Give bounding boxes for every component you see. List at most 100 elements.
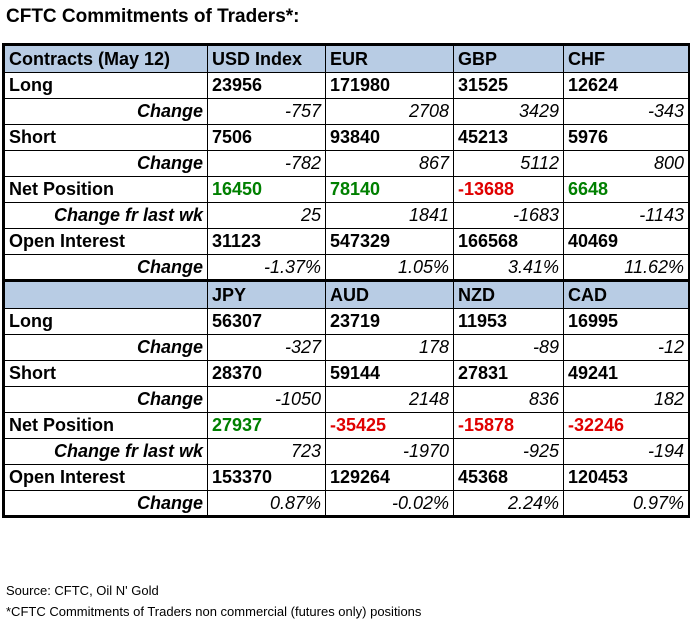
value-cell: 11.62% [563, 254, 690, 281]
net-change-row: Change fr last wk 723 -1970 -925 -194 [2, 438, 690, 465]
value-cell: -925 [453, 438, 564, 465]
value-cell: 6648 [563, 176, 690, 203]
short-change-row: Change -782 867 5112 800 [2, 150, 690, 177]
value-cell: 3.41% [453, 254, 564, 281]
page-title: CFTC Commitments of Traders*: [6, 6, 300, 27]
value-cell: 78140 [325, 176, 454, 203]
value-cell: 5976 [563, 124, 690, 151]
row-label: Change fr last wk [2, 438, 208, 465]
row-label: Change [2, 334, 208, 361]
row-label: Net Position [2, 176, 208, 203]
value-cell: 800 [563, 150, 690, 177]
value-cell: -1143 [563, 202, 690, 229]
row-label: Change [2, 254, 208, 281]
value-cell: -1683 [453, 202, 564, 229]
row-label: Change [2, 490, 208, 518]
header-cell: AUD [325, 279, 454, 309]
value-cell: -327 [207, 334, 326, 361]
value-cell: 171980 [325, 72, 454, 99]
row-label: Net Position [2, 412, 208, 439]
value-cell: -757 [207, 98, 326, 125]
value-cell: 56307 [207, 308, 326, 335]
value-cell: 49241 [563, 360, 690, 387]
header-cell: EUR [325, 43, 454, 73]
value-cell: 12624 [563, 72, 690, 99]
value-cell: 31123 [207, 228, 326, 255]
value-cell: 867 [325, 150, 454, 177]
value-cell: 27831 [453, 360, 564, 387]
value-cell: 723 [207, 438, 326, 465]
value-cell: 11953 [453, 308, 564, 335]
long-change-row: Change -327 178 -89 -12 [2, 334, 690, 361]
value-cell: 25 [207, 202, 326, 229]
table1-header-row: Contracts (May 12) USD Index EUR GBP CHF [2, 43, 690, 73]
value-cell: -1050 [207, 386, 326, 413]
value-cell: -35425 [325, 412, 454, 439]
value-cell: 59144 [325, 360, 454, 387]
value-cell: 153370 [207, 464, 326, 491]
cot-table: Contracts (May 12) USD Index EUR GBP CHF Long… [2, 43, 690, 518]
value-cell: 182 [563, 386, 690, 413]
table2-header-row: JPY AUD NZD CAD [2, 279, 690, 309]
value-cell: 547329 [325, 228, 454, 255]
value-cell: 16995 [563, 308, 690, 335]
long-row: Long 23956 171980 31525 12624 [2, 72, 690, 99]
header-cell: JPY [207, 279, 326, 309]
source-note: Source: CFTC, Oil N' Gold [6, 583, 159, 598]
header-cell: USD Index [207, 43, 326, 73]
value-cell: 120453 [563, 464, 690, 491]
header-cell [2, 279, 208, 309]
long-row: Long 56307 23719 11953 16995 [2, 308, 690, 335]
header-cell: CAD [563, 279, 690, 309]
row-label: Change [2, 150, 208, 177]
value-cell: -1970 [325, 438, 454, 465]
row-label: Open Interest [2, 228, 208, 255]
value-cell: 23956 [207, 72, 326, 99]
header-cell: Contracts (May 12) [2, 43, 208, 73]
long-change-row: Change -757 2708 3429 -343 [2, 98, 690, 125]
header-cell: GBP [453, 43, 564, 73]
footnote: *CFTC Commitments of Traders non commerc… [6, 604, 422, 619]
row-label: Short [2, 124, 208, 151]
value-cell: -782 [207, 150, 326, 177]
row-label: Change [2, 386, 208, 413]
value-cell: 93840 [325, 124, 454, 151]
header-cell: NZD [453, 279, 564, 309]
value-cell: 7506 [207, 124, 326, 151]
value-cell: 28370 [207, 360, 326, 387]
value-cell: 0.87% [207, 490, 326, 518]
value-cell: 2148 [325, 386, 454, 413]
value-cell: 45368 [453, 464, 564, 491]
value-cell: -0.02% [325, 490, 454, 518]
value-cell: -32246 [563, 412, 690, 439]
value-cell: 2.24% [453, 490, 564, 518]
short-row: Short 28370 59144 27831 49241 [2, 360, 690, 387]
value-cell: -1.37% [207, 254, 326, 281]
open-interest-change-row: Change 0.87% -0.02% 2.24% 0.97% [2, 490, 690, 518]
open-interest-row: Open Interest 153370 129264 45368 120453 [2, 464, 690, 491]
row-label: Long [2, 308, 208, 335]
value-cell: 178 [325, 334, 454, 361]
value-cell: -13688 [453, 176, 564, 203]
value-cell: 16450 [207, 176, 326, 203]
value-cell: 40469 [563, 228, 690, 255]
open-interest-row: Open Interest 31123 547329 166568 40469 [2, 228, 690, 255]
open-interest-change-row: Change -1.37% 1.05% 3.41% 11.62% [2, 254, 690, 281]
short-row: Short 7506 93840 45213 5976 [2, 124, 690, 151]
value-cell: 129264 [325, 464, 454, 491]
row-label: Open Interest [2, 464, 208, 491]
value-cell: -15878 [453, 412, 564, 439]
value-cell: 3429 [453, 98, 564, 125]
value-cell: -194 [563, 438, 690, 465]
value-cell: 27937 [207, 412, 326, 439]
header-cell: CHF [563, 43, 690, 73]
value-cell: 1.05% [325, 254, 454, 281]
value-cell: 836 [453, 386, 564, 413]
short-change-row: Change -1050 2148 836 182 [2, 386, 690, 413]
value-cell: 166568 [453, 228, 564, 255]
value-cell: -12 [563, 334, 690, 361]
row-label: Short [2, 360, 208, 387]
net-position-row: Net Position 27937 -35425 -15878 -32246 [2, 412, 690, 439]
net-change-row: Change fr last wk 25 1841 -1683 -1143 [2, 202, 690, 229]
row-label: Change fr last wk [2, 202, 208, 229]
